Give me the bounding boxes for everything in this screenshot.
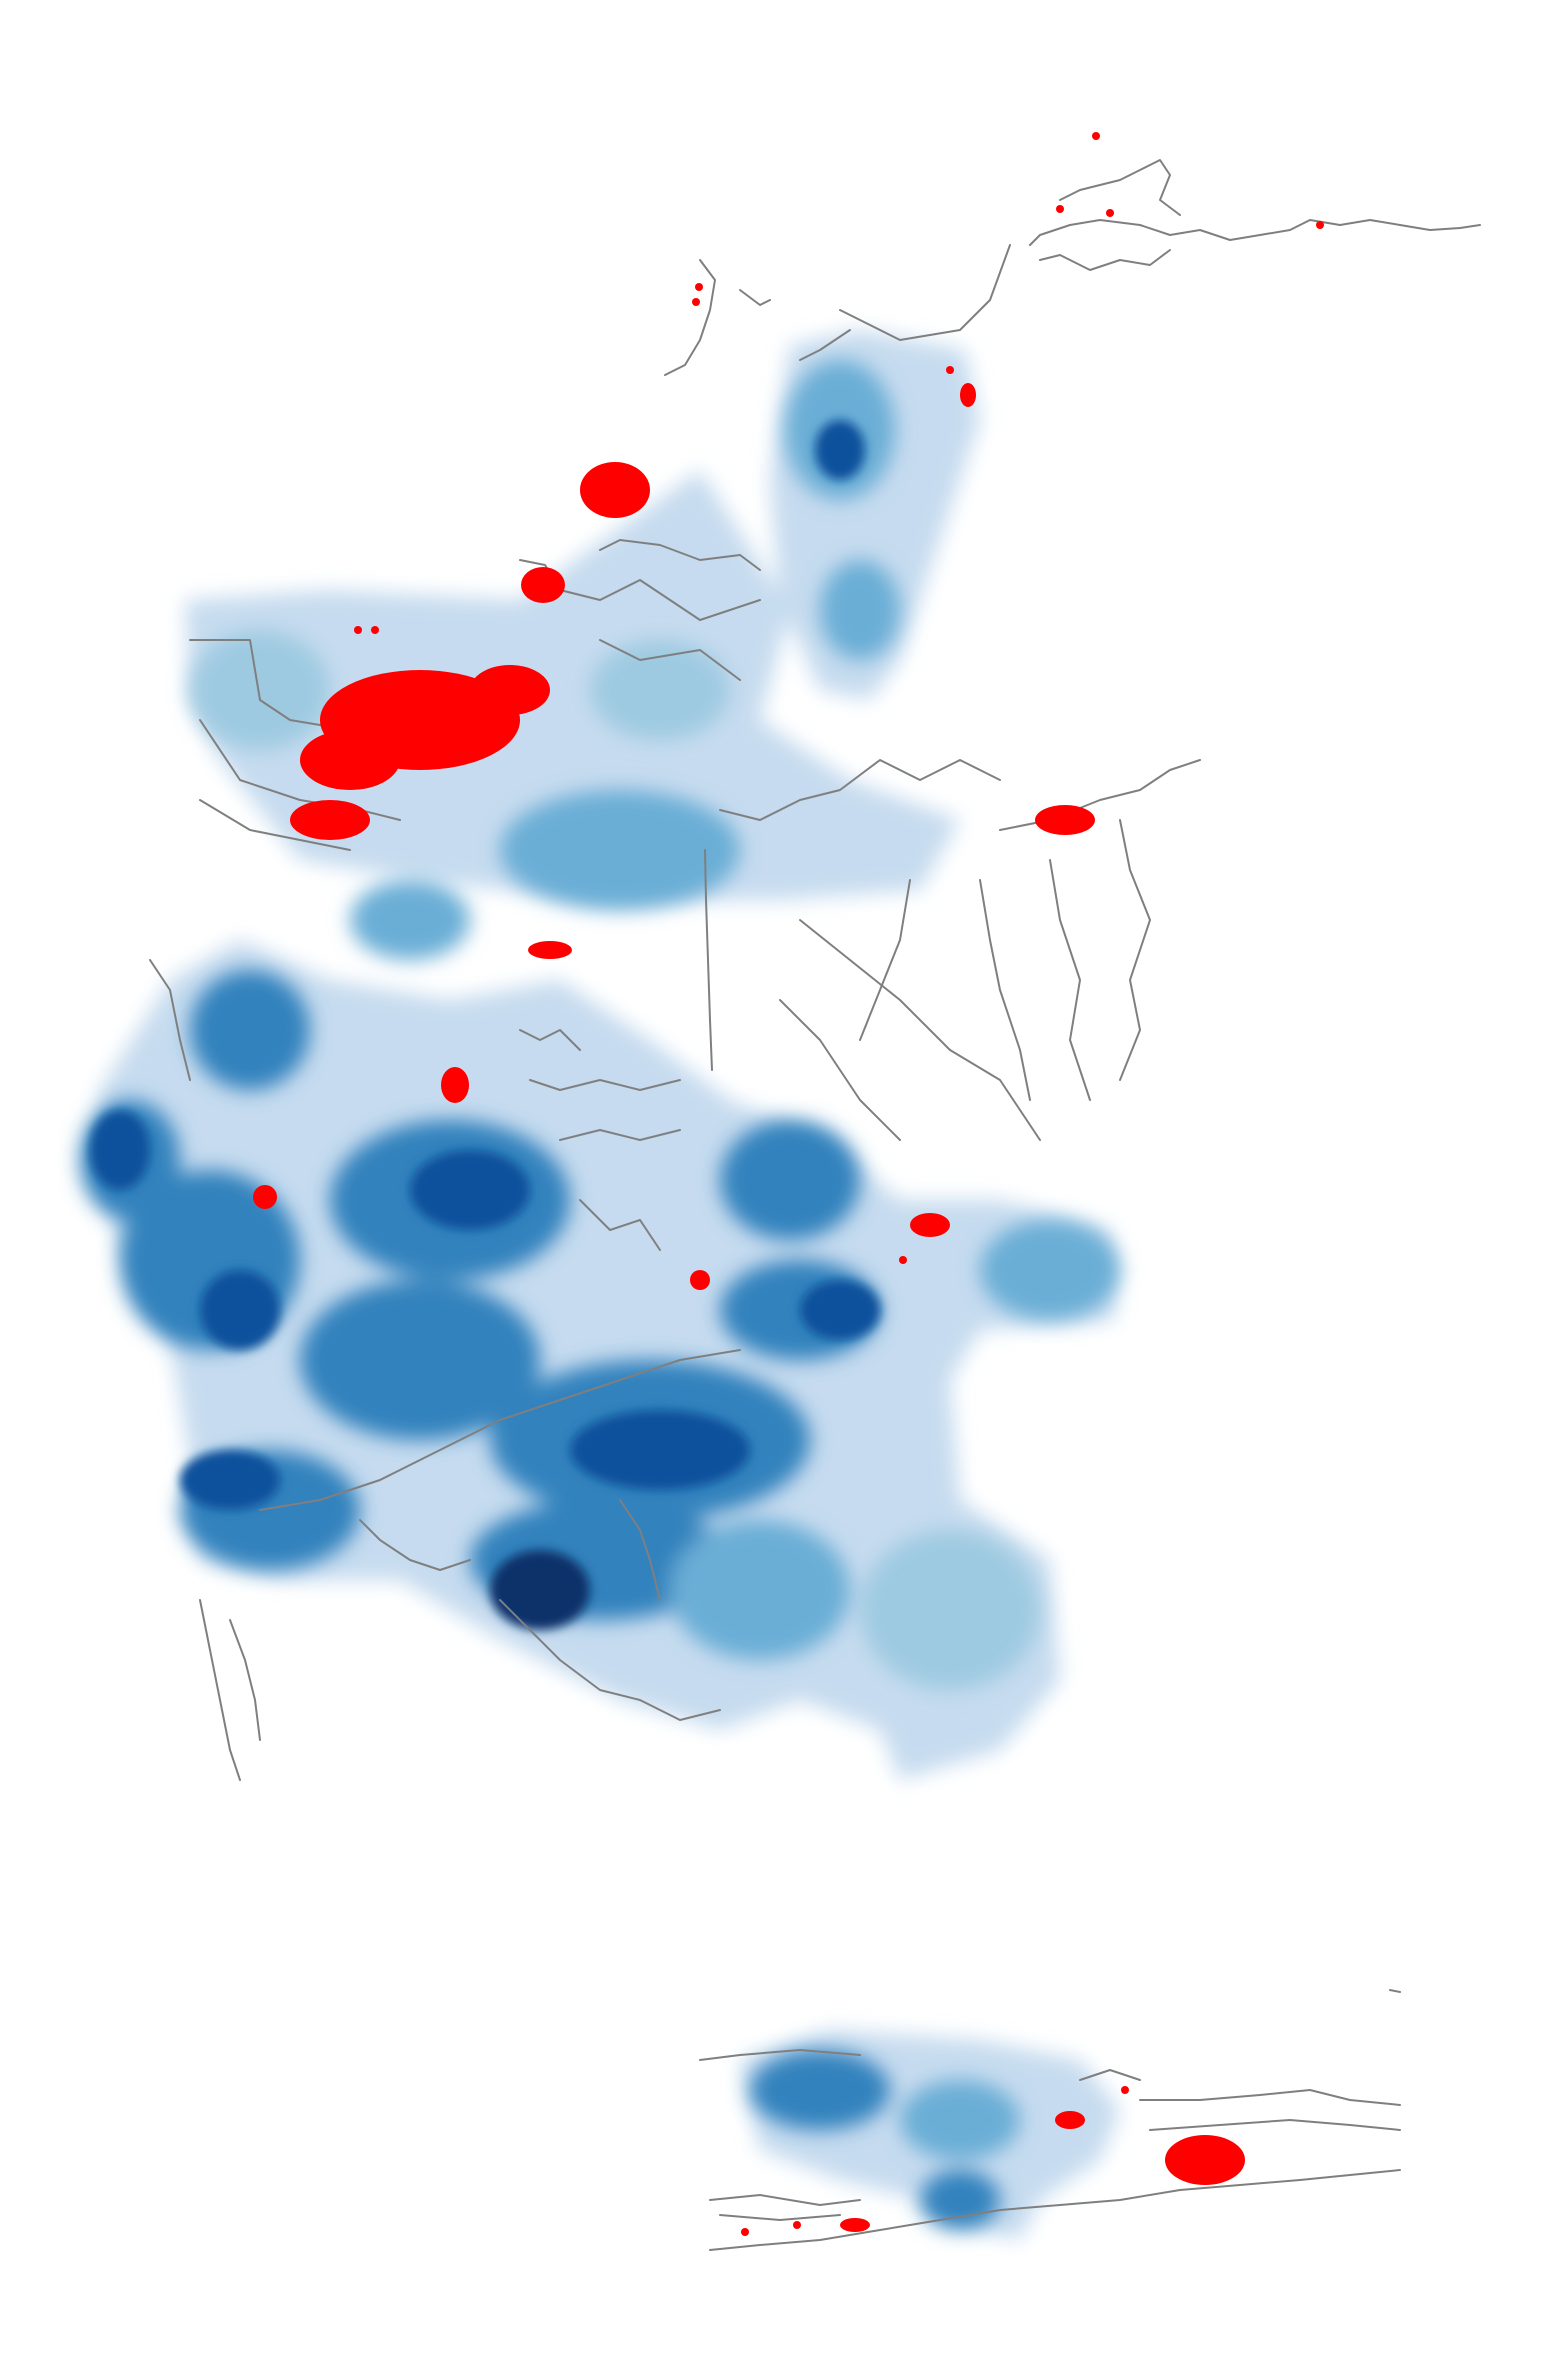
- road-south-bay-east2: [1149, 2119, 1401, 2131]
- road-south-bay-grid2: [719, 2214, 841, 2221]
- road-central-vert: [704, 849, 713, 1071]
- density-blob-nw1: [190, 630, 330, 750]
- road-corridor-west: [799, 329, 851, 361]
- highlight-point: [692, 298, 700, 306]
- road-network-layer: [149, 159, 1481, 2251]
- density-core-s1: [490, 1550, 590, 1630]
- highlight-cluster-main-nw-2: [300, 730, 400, 790]
- density-blob-nw2: [590, 640, 730, 740]
- road-nw-grid3: [199, 799, 351, 851]
- road-northeast-spur: [1059, 159, 1181, 216]
- road-north-island-spur: [739, 289, 771, 306]
- highlight-point: [1092, 132, 1100, 140]
- density-blob-w1: [190, 970, 310, 1090]
- density-blob-sb2: [900, 2080, 1020, 2160]
- road-south-bay-east: [1139, 2089, 1401, 2106]
- road-north-island: [664, 259, 716, 376]
- density-region-main-center: [95, 940, 1115, 1780]
- road-east-network: [719, 759, 1001, 821]
- density-blob-c2: [720, 1120, 860, 1240]
- highlight-cluster-east-1: [1035, 805, 1095, 835]
- highlight-point: [695, 283, 703, 291]
- road-south-1: [499, 1599, 721, 1721]
- highlight-point: [1106, 209, 1114, 217]
- highlight-cluster-main-nw-4: [470, 665, 550, 715]
- highlight-cluster-north-2: [521, 567, 565, 603]
- density-blob-e1: [980, 1220, 1120, 1320]
- road-south-bay-grid: [709, 2194, 861, 2206]
- highlight-point: [899, 1256, 907, 1264]
- density-core-s2: [180, 1450, 280, 1510]
- road-east-branch-1: [999, 759, 1201, 831]
- road-central-1: [519, 1029, 581, 1051]
- highlight-points-layer: [253, 132, 1324, 2236]
- density-core-c1: [410, 1150, 530, 1230]
- road-north-1: [519, 559, 761, 621]
- density-blob-sb1: [750, 2050, 890, 2130]
- road-east-branch-3: [1049, 859, 1091, 1101]
- highlight-cluster-mid-5: [910, 1213, 950, 1237]
- highlight-cluster-mid-4: [690, 1270, 710, 1290]
- road-east-branch-4: [979, 879, 1031, 1101]
- highlight-point: [1316, 221, 1324, 229]
- road-central-4: [579, 1199, 661, 1251]
- highlight-point: [946, 366, 954, 374]
- road-west-coast: [199, 1599, 241, 1781]
- highlight-cluster-ne-1: [960, 383, 976, 407]
- density-dark-layer: [90, 420, 880, 1630]
- highlight-point: [371, 626, 379, 634]
- density-region-main-northwest: [185, 470, 960, 900]
- road-south-bay-north: [699, 2049, 861, 2061]
- highlight-point: [793, 2221, 801, 2229]
- road-central-3: [559, 1129, 681, 1141]
- road-isolated-ne: [1389, 1989, 1401, 1993]
- density-core-w: [90, 1110, 150, 1190]
- highlight-cluster-mid-3: [253, 1185, 277, 1209]
- road-east-branch-5: [859, 879, 911, 1041]
- highlight-point: [354, 626, 362, 634]
- highlight-point: [741, 2228, 749, 2236]
- road-south-bay-main: [709, 2169, 1401, 2251]
- road-nw-grid2: [199, 719, 401, 821]
- density-blob-sb3: [920, 2170, 1000, 2230]
- road-south-bay-north2: [1079, 2069, 1141, 2081]
- highlight-cluster-north-1: [580, 462, 650, 518]
- density-core-c3: [570, 1410, 750, 1490]
- road-east-branch-2: [1119, 819, 1151, 1081]
- highlight-point: [1056, 205, 1064, 213]
- highlight-cluster-sb-1: [1055, 2111, 1085, 2129]
- density-core-c4: [800, 1280, 880, 1340]
- road-northeast-loop: [1039, 249, 1171, 271]
- road-corridor-north: [839, 244, 1011, 341]
- density-blob-nc2: [820, 560, 900, 660]
- highlight-cluster-sb-east: [1165, 2135, 1245, 2185]
- road-harbor: [359, 1519, 471, 1571]
- road-south-2: [619, 1499, 661, 1601]
- road-central-2: [529, 1079, 681, 1091]
- road-west-grid: [149, 959, 191, 1081]
- density-blob-c4: [300, 1280, 540, 1440]
- road-interstate-south: [259, 1349, 741, 1511]
- highlight-point: [1121, 2086, 1129, 2094]
- density-blob-se1: [860, 1530, 1040, 1690]
- road-west-coast-2: [229, 1619, 261, 1741]
- density-blob-s3: [670, 1520, 850, 1660]
- density-core-c2: [200, 1270, 280, 1350]
- density-blob-nw3: [500, 790, 740, 910]
- highlight-cluster-mid-1: [528, 941, 572, 959]
- road-east-branch-7: [779, 999, 901, 1141]
- density-core-nc: [815, 420, 865, 480]
- road-east-branch-6: [799, 919, 1041, 1141]
- road-north-2: [599, 639, 741, 681]
- highlight-cluster-main-nw-3: [290, 800, 370, 840]
- density-blob-nw4: [350, 880, 470, 960]
- highlight-cluster-sb-2: [840, 2218, 870, 2232]
- road-northeast-highway: [1029, 219, 1481, 246]
- highlight-cluster-mid-2: [441, 1067, 469, 1103]
- road-north-center: [599, 539, 761, 571]
